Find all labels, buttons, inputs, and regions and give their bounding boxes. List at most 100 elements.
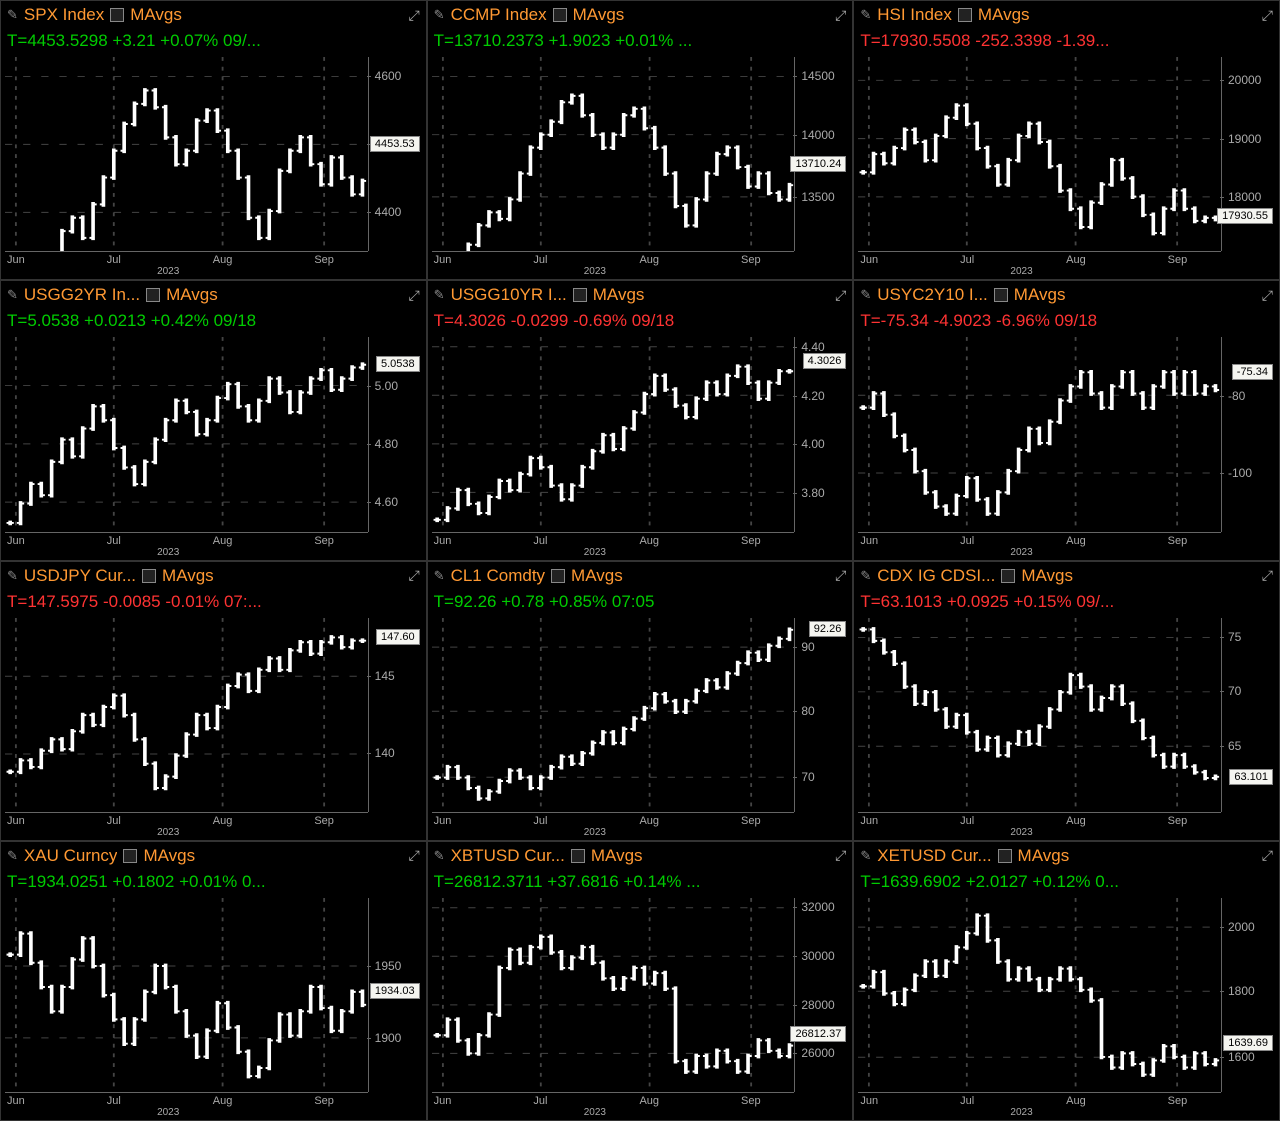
expand-icon[interactable]: ⤢ xyxy=(835,7,846,24)
x-tick: Jun xyxy=(860,535,878,547)
y-tick: 70 xyxy=(801,770,814,784)
mavgs-checkbox[interactable] xyxy=(573,288,587,302)
chart-area[interactable]: 4600450044004453.53JunJulAugSep2023 xyxy=(5,57,422,275)
y-tick: 1800 xyxy=(1228,984,1255,998)
mavgs-label: MAvgs xyxy=(978,5,1030,25)
mavgs-checkbox[interactable] xyxy=(551,569,565,583)
edit-icon[interactable]: ✎ xyxy=(434,568,445,584)
y-tick: 65 xyxy=(1228,739,1241,753)
mavgs-label: MAvgs xyxy=(591,846,643,866)
chart-panel: ✎ CCMP Index MAvgs ⤢ T=13710.2373 +1.902… xyxy=(427,0,854,280)
mavgs-checkbox[interactable] xyxy=(998,849,1012,863)
expand-icon[interactable]: ⤢ xyxy=(835,287,846,304)
x-tick: Jun xyxy=(7,535,25,547)
mavgs-checkbox[interactable] xyxy=(958,8,972,22)
price-tag: 5.0538 xyxy=(376,356,420,372)
y-tick: -80 xyxy=(1228,389,1245,403)
edit-icon[interactable]: ✎ xyxy=(7,568,18,584)
x-tick: Jul xyxy=(107,535,121,547)
mavgs-label: MAvgs xyxy=(143,846,195,866)
x-tick: Jun xyxy=(434,535,452,547)
panel-title: XETUSD Cur... xyxy=(877,846,991,866)
x-tick: Jul xyxy=(960,535,974,547)
edit-icon[interactable]: ✎ xyxy=(860,287,871,303)
price-tag: 1639.69 xyxy=(1223,1035,1273,1051)
y-axis: 4600450044004453.53 xyxy=(368,57,422,251)
expand-icon[interactable]: ⤢ xyxy=(835,847,846,864)
edit-icon[interactable]: ✎ xyxy=(434,848,445,864)
mavgs-checkbox[interactable] xyxy=(142,569,156,583)
x-tick: Sep xyxy=(741,815,761,827)
panel-header: ✎ XETUSD Cur... MAvgs ⤢ xyxy=(854,842,1279,870)
panel-stats: T=13710.2373 +1.9023 +0.01% ... xyxy=(428,29,853,53)
panel-header: ✎ CCMP Index MAvgs ⤢ xyxy=(428,1,853,29)
price-tag: 26812.37 xyxy=(790,1026,846,1042)
expand-icon[interactable]: ⤢ xyxy=(408,287,419,304)
mavgs-checkbox[interactable] xyxy=(571,849,585,863)
y-axis: 5.004.804.605.0538 xyxy=(368,337,422,531)
mavgs-checkbox[interactable] xyxy=(110,8,124,22)
x-tick: Aug xyxy=(213,254,233,266)
price-tag: 92.26 xyxy=(809,621,847,637)
edit-icon[interactable]: ✎ xyxy=(434,7,445,23)
expand-icon[interactable]: ⤢ xyxy=(1262,567,1273,584)
chart-area[interactable]: -80-100-75.34JunJulAugSep2023 xyxy=(858,337,1275,555)
expand-icon[interactable]: ⤢ xyxy=(1262,287,1273,304)
chart-area[interactable]: 90807092.26JunJulAugSep2023 xyxy=(432,618,849,836)
panel-stats: T=17930.5508 -252.3398 -1.39... xyxy=(854,29,1279,53)
panel-header: ✎ XAU Curncy MAvgs ⤢ xyxy=(1,842,426,870)
x-tick: Sep xyxy=(314,254,334,266)
expand-icon[interactable]: ⤢ xyxy=(835,567,846,584)
expand-icon[interactable]: ⤢ xyxy=(1262,847,1273,864)
chart-area[interactable]: 195019001934.03JunJulAugSep2023 xyxy=(5,898,422,1116)
expand-icon[interactable]: ⤢ xyxy=(408,847,419,864)
y-tick: 4.20 xyxy=(801,389,824,403)
chart-panel: ✎ HSI Index MAvgs ⤢ T=17930.5508 -252.33… xyxy=(853,0,1280,280)
chart-area[interactable]: 145140147.60JunJulAugSep2023 xyxy=(5,618,422,836)
chart-area[interactable]: 75706563.101JunJulAugSep2023 xyxy=(858,618,1275,836)
x-tick: Jul xyxy=(960,254,974,266)
chart-panel: ✎ XETUSD Cur... MAvgs ⤢ T=1639.6902 +2.0… xyxy=(853,841,1280,1121)
x-year: 2023 xyxy=(1010,827,1032,838)
panel-stats: T=-75.34 -4.9023 -6.96% 09/18 xyxy=(854,309,1279,333)
chart-area[interactable]: 14500140001350013710.24JunJulAugSep2023 xyxy=(432,57,849,275)
panel-header: ✎ SPX Index MAvgs ⤢ xyxy=(1,1,426,29)
mavgs-checkbox[interactable] xyxy=(123,849,137,863)
chart-area[interactable]: 4.404.204.003.804.3026JunJulAugSep2023 xyxy=(432,337,849,555)
mavgs-label: MAvgs xyxy=(593,285,645,305)
edit-icon[interactable]: ✎ xyxy=(860,848,871,864)
edit-icon[interactable]: ✎ xyxy=(860,568,871,584)
chart-panel: ✎ XAU Curncy MAvgs ⤢ T=1934.0251 +0.1802… xyxy=(0,841,427,1121)
chart-area[interactable]: 5.004.804.605.0538JunJulAugSep2023 xyxy=(5,337,422,555)
panel-stats: T=147.5975 -0.0085 -0.01% 07:... xyxy=(1,590,426,614)
mavgs-checkbox[interactable] xyxy=(994,288,1008,302)
y-tick: 4600 xyxy=(375,69,402,83)
y-axis: 195019001934.03 xyxy=(368,898,422,1092)
edit-icon[interactable]: ✎ xyxy=(7,7,18,23)
expand-icon[interactable]: ⤢ xyxy=(408,7,419,24)
edit-icon[interactable]: ✎ xyxy=(434,287,445,303)
chart-panel: ✎ XBTUSD Cur... MAvgs ⤢ T=26812.3711 +37… xyxy=(427,841,854,1121)
chart-area[interactable]: 20000190001800017930.55JunJulAugSep2023 xyxy=(858,57,1275,275)
mavgs-label: MAvgs xyxy=(1014,285,1066,305)
mavgs-label: MAvgs xyxy=(162,566,214,586)
x-tick: Jun xyxy=(434,1095,452,1107)
x-axis: JunJulAugSep2023 xyxy=(5,812,368,836)
edit-icon[interactable]: ✎ xyxy=(860,7,871,23)
expand-icon[interactable]: ⤢ xyxy=(1262,7,1273,24)
x-year: 2023 xyxy=(157,547,179,558)
edit-icon[interactable]: ✎ xyxy=(7,287,18,303)
mavgs-checkbox[interactable] xyxy=(553,8,567,22)
panel-header: ✎ HSI Index MAvgs ⤢ xyxy=(854,1,1279,29)
edit-icon[interactable]: ✎ xyxy=(7,848,18,864)
panel-title: XAU Curncy xyxy=(24,846,118,866)
chart-area[interactable]: 2000180016001639.69JunJulAugSep2023 xyxy=(858,898,1275,1116)
x-tick: Sep xyxy=(741,254,761,266)
chart-panel: ✎ USDJPY Cur... MAvgs ⤢ T=147.5975 -0.00… xyxy=(0,561,427,841)
chart-area[interactable]: 3200030000280002600026812.37JunJulAugSep… xyxy=(432,898,849,1116)
y-axis: 2000180016001639.69 xyxy=(1221,898,1275,1092)
x-year: 2023 xyxy=(157,1107,179,1118)
mavgs-checkbox[interactable] xyxy=(146,288,160,302)
mavgs-checkbox[interactable] xyxy=(1001,569,1015,583)
expand-icon[interactable]: ⤢ xyxy=(408,567,419,584)
